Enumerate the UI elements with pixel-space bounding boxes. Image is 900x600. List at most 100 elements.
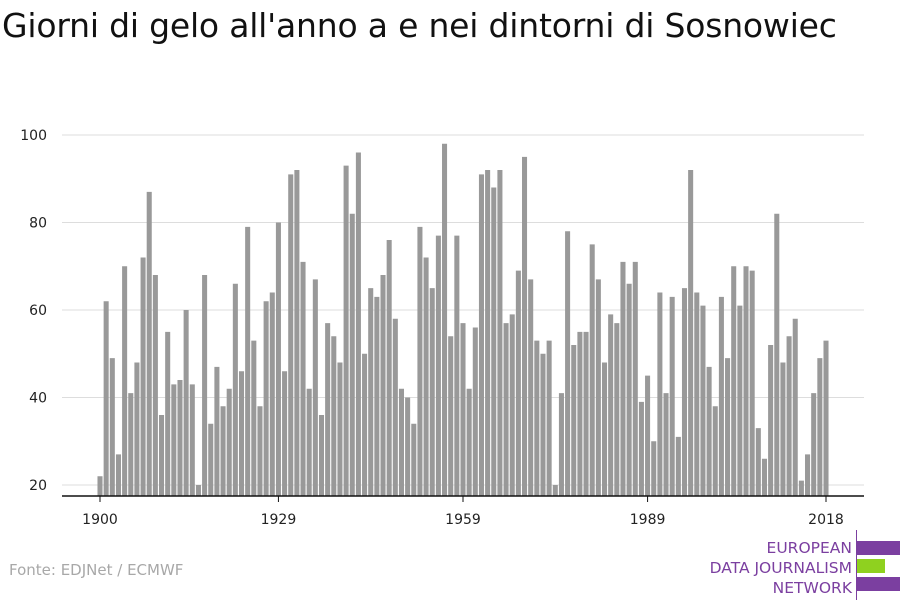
bar-2008 xyxy=(761,458,767,496)
bar-1954 xyxy=(429,288,435,497)
bar-1955 xyxy=(435,235,441,497)
bar-1982 xyxy=(601,362,608,496)
bar-1974 xyxy=(552,485,558,496)
bar-1989 xyxy=(645,375,651,497)
bar-1993 xyxy=(669,296,675,497)
bar-1933 xyxy=(300,261,306,497)
bar-1935 xyxy=(312,279,318,497)
bar-2010 xyxy=(774,213,780,496)
bar-2017 xyxy=(817,358,823,497)
bar-1981 xyxy=(595,279,601,497)
bar-1931 xyxy=(288,174,294,497)
bar-1908 xyxy=(146,191,152,497)
bar-1953 xyxy=(423,257,429,496)
bar-1901 xyxy=(103,301,109,496)
bar-1950 xyxy=(405,397,411,496)
x-tick-label: 1900 xyxy=(82,512,118,528)
bar-1902 xyxy=(109,358,115,497)
bar-1975 xyxy=(558,393,564,497)
bar-1928 xyxy=(269,292,275,496)
bar-1990 xyxy=(651,441,657,496)
logo-line-2: DATA JOURNALISM xyxy=(709,559,852,577)
bar-1958 xyxy=(454,235,460,497)
bar-1996 xyxy=(688,170,694,496)
bar-1925 xyxy=(251,340,257,497)
bar-1971 xyxy=(534,340,540,497)
bar-1921 xyxy=(226,388,232,496)
bar-2015 xyxy=(805,454,811,497)
bar-1918 xyxy=(208,423,214,496)
bar-1980 xyxy=(589,244,595,497)
bar-1991 xyxy=(657,292,663,496)
bar-1910 xyxy=(159,415,165,496)
bar-1937 xyxy=(325,323,331,497)
bar-1968 xyxy=(515,270,521,497)
bar-2001 xyxy=(718,296,724,497)
bar-1949 xyxy=(398,388,404,496)
bar-1972 xyxy=(540,353,546,496)
bar-1988 xyxy=(638,401,644,497)
bar-1966 xyxy=(503,323,509,497)
bar-1940 xyxy=(343,165,349,497)
bar-1959 xyxy=(460,323,466,497)
bar-2014 xyxy=(798,480,804,497)
y-tick-label: 20 xyxy=(29,478,47,494)
bar-1939 xyxy=(337,362,343,496)
bar-1915 xyxy=(189,384,195,497)
source-note: Fonte: EDJNet / ECMWF xyxy=(9,561,184,579)
bar-1984 xyxy=(614,323,620,497)
bar-1947 xyxy=(386,240,392,496)
bar-1924 xyxy=(245,226,251,497)
y-tick-label: 40 xyxy=(29,391,47,407)
x-tick-label: 1989 xyxy=(630,512,666,528)
bar-1962 xyxy=(478,174,484,497)
bar-1978 xyxy=(577,331,583,497)
bar-1956 xyxy=(442,143,448,496)
bar-1948 xyxy=(392,318,398,496)
bar-1912 xyxy=(171,384,177,497)
bar-1963 xyxy=(485,170,491,496)
bar-1941 xyxy=(349,213,355,496)
bar-1969 xyxy=(522,156,528,497)
bar-1998 xyxy=(700,305,706,497)
page-title: Giorni di gelo all'anno a e nei dintorni… xyxy=(2,6,837,45)
bar-1987 xyxy=(632,261,638,497)
bar-1936 xyxy=(318,415,325,496)
y-tick-label: 60 xyxy=(29,303,47,319)
bar-1911 xyxy=(165,331,171,497)
edjnet-logo: EUROPEAN DATA JOURNALISM NETWORK xyxy=(700,530,900,600)
bar-1916 xyxy=(195,485,201,496)
axes: 1900 1929 1959 1989 2018 xyxy=(62,495,864,528)
bar-1900 xyxy=(97,476,103,496)
y-tick-label: 80 xyxy=(29,216,47,232)
bar-2009 xyxy=(768,345,774,496)
bar-1970 xyxy=(528,279,534,497)
bar-1985 xyxy=(620,261,626,497)
bar-2000 xyxy=(712,406,718,496)
bar-1904 xyxy=(122,266,128,496)
bar-1929 xyxy=(275,222,281,496)
bar-1976 xyxy=(565,231,571,496)
x-tick-label: 1929 xyxy=(261,512,297,528)
bar-2003 xyxy=(731,266,737,496)
bar-1943 xyxy=(362,353,368,496)
bar-1923 xyxy=(238,371,245,496)
bar-1944 xyxy=(368,288,374,497)
bar-1906 xyxy=(134,362,140,496)
bar-1995 xyxy=(681,288,688,497)
bar-1922 xyxy=(232,283,238,496)
bar-1926 xyxy=(257,406,263,496)
bar-chart: 20 40 60 80 100 1900 1929 1959 1989 2018 xyxy=(20,128,864,528)
bar-2004 xyxy=(737,305,743,497)
bar-1934 xyxy=(306,388,312,496)
x-tick-label: 1959 xyxy=(445,512,481,528)
bar-1997 xyxy=(694,292,700,496)
logo-divider xyxy=(856,530,857,600)
x-tick-label: 2018 xyxy=(808,512,844,528)
logo-line-3: NETWORK xyxy=(772,579,852,597)
bar-2012 xyxy=(786,336,792,496)
logo-line-1: EUROPEAN xyxy=(766,539,852,557)
bar-2016 xyxy=(811,393,817,497)
bar-1952 xyxy=(417,226,423,497)
logo-bar-green xyxy=(857,559,885,573)
